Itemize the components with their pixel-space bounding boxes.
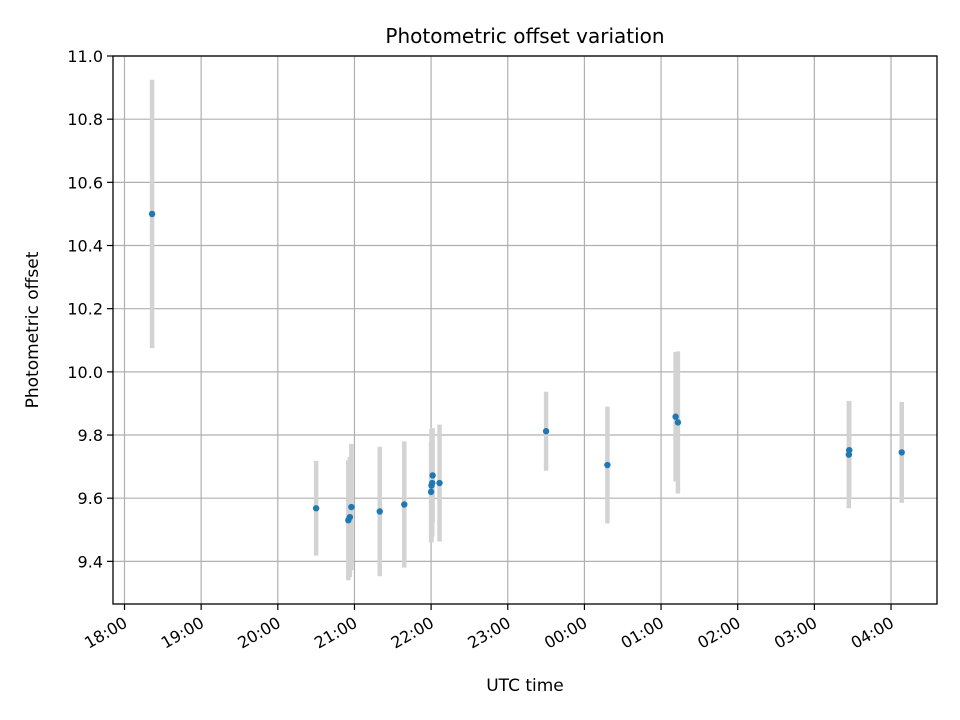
- data-point: [148, 210, 156, 218]
- x-tick-label: 01:00: [618, 613, 667, 653]
- data-point: [429, 479, 436, 487]
- y-tick-label: 11.0: [67, 47, 103, 66]
- data-point: [312, 505, 320, 512]
- data-point: [674, 419, 682, 426]
- grid-lines: [113, 55, 937, 604]
- x-tick-label: 03:00: [771, 613, 820, 653]
- x-axis-label: UTC time: [486, 676, 564, 696]
- y-axis-ticks: 9.4 9.6 9.8 10.0 10.2 10.4 10.6 10.8 11.0: [67, 47, 113, 571]
- data-point: [429, 472, 436, 479]
- x-tick-label: 04:00: [848, 613, 897, 653]
- x-tick-label: 20:00: [234, 613, 283, 653]
- x-tick-label: 00:00: [541, 613, 590, 653]
- y-tick-label: 10.4: [67, 237, 103, 256]
- data-point: [401, 501, 408, 508]
- y-tick-label: 9.4: [78, 552, 103, 571]
- x-tick-label: 23:00: [464, 613, 513, 653]
- data-point: [542, 428, 550, 435]
- y-tick-label: 9.6: [78, 489, 103, 508]
- data-point: [348, 503, 355, 511]
- data-point: [346, 513, 354, 521]
- chart-title: Photometric offset variation: [385, 24, 664, 48]
- error-bars: [149, 79, 904, 581]
- x-tick-label: 18:00: [81, 613, 130, 653]
- data-point: [898, 449, 905, 456]
- y-tick-label: 10.2: [67, 300, 103, 319]
- x-tick-label: 02:00: [694, 613, 743, 653]
- y-tick-label: 10.8: [67, 110, 103, 129]
- y-tick-label: 10.6: [67, 173, 103, 192]
- data-point: [376, 508, 383, 515]
- data-point: [846, 446, 853, 454]
- x-axis-ticks: 18:00 19:00 20:00 21:00 22:00 23:00 00:00 01:00…: [81, 604, 897, 653]
- x-tick-label: 22:00: [388, 613, 437, 653]
- x-tick-label: 19:00: [158, 613, 207, 653]
- data-point: [604, 461, 611, 469]
- plot-frame: [112, 55, 938, 605]
- data-point: [436, 479, 443, 487]
- y-tick-label: 10.0: [67, 363, 103, 382]
- y-axis-label: Photometric offset: [23, 251, 43, 408]
- x-tick-label: 21:00: [311, 613, 360, 653]
- y-tick-label: 9.8: [78, 426, 103, 445]
- data-points: [148, 210, 905, 524]
- data-point: [427, 488, 435, 496]
- data-point: [672, 413, 679, 420]
